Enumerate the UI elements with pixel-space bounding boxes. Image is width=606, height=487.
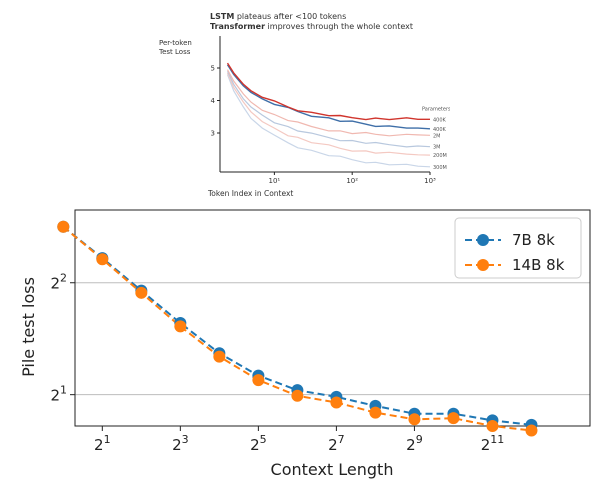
top-legend-title: Parameters bbox=[422, 106, 450, 112]
bottom-x-tick-label: 29 bbox=[406, 433, 423, 454]
bottom-x-tick-label: 27 bbox=[328, 433, 345, 454]
bottom-y-tick-label: 22 bbox=[50, 272, 67, 293]
bottom-x-tick-exp: 11 bbox=[490, 433, 504, 446]
bottom-data-point bbox=[486, 420, 499, 432]
bottom-data-point bbox=[174, 320, 187, 333]
bottom-x-tick-exp: 5 bbox=[260, 433, 267, 446]
bottom-x-tick-label: 23 bbox=[172, 433, 189, 454]
top-x-tick-label: 10² bbox=[346, 177, 358, 185]
bottom-x-tick-base: 2 bbox=[481, 436, 491, 454]
bottom-data-point bbox=[447, 412, 460, 425]
top-ylabel-line: Per-token bbox=[159, 39, 192, 47]
bottom-x-tick-exp: 1 bbox=[104, 433, 111, 446]
bottom-y-tick-exp: 1 bbox=[60, 384, 67, 397]
bottom-x-axis-label: Context Length bbox=[271, 460, 394, 479]
bottom-data-point bbox=[525, 424, 538, 437]
top-y-tick-label: 5 bbox=[211, 65, 215, 73]
top-title-bold: Transformer bbox=[210, 22, 265, 31]
top-context-loss-figure: LSTM plateaus after <100 tokensTransform… bbox=[158, 12, 450, 198]
top-series-label: 300M bbox=[433, 165, 447, 171]
top-series-label: 400K bbox=[433, 127, 447, 133]
bottom-y-tick-base: 2 bbox=[50, 387, 60, 405]
bottom-data-point bbox=[135, 286, 148, 299]
bottom-x-tick-base: 2 bbox=[328, 436, 338, 454]
bottom-y-tick-base: 2 bbox=[50, 275, 60, 293]
bottom-data-point bbox=[96, 253, 109, 266]
top-x-tick-label: 10³ bbox=[424, 177, 436, 185]
bottom-data-point bbox=[330, 396, 343, 409]
bottom-x-tick-base: 2 bbox=[406, 436, 416, 454]
bottom-data-point bbox=[57, 220, 70, 233]
top-series-line bbox=[226, 74, 431, 168]
bottom-legend-label: 7B 8k bbox=[512, 231, 555, 249]
top-series-line bbox=[226, 62, 430, 121]
top-series-label: 400K bbox=[433, 117, 447, 123]
top-title-bold: LSTM bbox=[210, 12, 234, 21]
top-y-tick-label: 3 bbox=[211, 130, 215, 138]
top-series-line bbox=[226, 70, 431, 148]
bottom-x-tick-exp: 7 bbox=[338, 433, 345, 446]
bottom-x-tick-label: 21 bbox=[94, 433, 111, 454]
bottom-legend-swatch-marker bbox=[477, 259, 489, 271]
bottom-y-axis-label: Pile test loss bbox=[19, 277, 38, 377]
bottom-data-point bbox=[408, 413, 421, 426]
bottom-x-tick-exp: 3 bbox=[182, 433, 189, 446]
top-x-tick-label: 10¹ bbox=[269, 177, 281, 185]
top-series-line bbox=[226, 72, 431, 156]
bottom-y-tick-label: 21 bbox=[50, 384, 67, 405]
bottom-x-tick-base: 2 bbox=[172, 436, 182, 454]
top-y-tick-label: 4 bbox=[211, 97, 216, 105]
bottom-legend-swatch-marker bbox=[477, 234, 489, 246]
bottom-data-point bbox=[369, 406, 382, 419]
bottom-x-tick-label: 211 bbox=[481, 433, 505, 454]
bottom-data-point bbox=[252, 374, 265, 387]
bottom-x-tick-label: 25 bbox=[250, 433, 267, 454]
bottom-data-point bbox=[291, 389, 304, 402]
top-series-line bbox=[226, 69, 431, 137]
top-title-line: Transformer improves through the whole c… bbox=[210, 22, 413, 31]
top-title-rest: plateaus after <100 tokens bbox=[234, 12, 346, 21]
bottom-plot-frame bbox=[74, 209, 591, 427]
top-series-group bbox=[226, 62, 431, 168]
bottom-data-point bbox=[213, 350, 226, 363]
bottom-legend-label: 14B 8k bbox=[512, 256, 565, 274]
top-series-label: 3M bbox=[433, 145, 441, 151]
top-ylabel-line: Test Loss bbox=[158, 48, 191, 56]
top-title-line: LSTM plateaus after <100 tokens bbox=[210, 12, 346, 21]
bottom-x-tick-base: 2 bbox=[250, 436, 260, 454]
bottom-legend: 7B 8k 14B 8k bbox=[454, 217, 582, 279]
bottom-y-tick-exp: 2 bbox=[60, 272, 67, 285]
top-title-rest: improves through the whole context bbox=[265, 22, 413, 31]
bottom-series-group bbox=[57, 220, 538, 437]
top-chart-title: LSTM plateaus after <100 tokensTransform… bbox=[210, 12, 413, 31]
bottom-x-tick-exp: 9 bbox=[416, 433, 423, 446]
top-series-label: 2M bbox=[433, 133, 441, 139]
top-series-line bbox=[226, 64, 431, 130]
top-series-label: 200M bbox=[433, 153, 447, 159]
top-x-axis-label: Token Index in Context bbox=[207, 189, 293, 198]
top-axes: 3 4 5 10¹ 10² 10³ bbox=[211, 36, 436, 185]
bottom-x-tick-base: 2 bbox=[94, 436, 104, 454]
